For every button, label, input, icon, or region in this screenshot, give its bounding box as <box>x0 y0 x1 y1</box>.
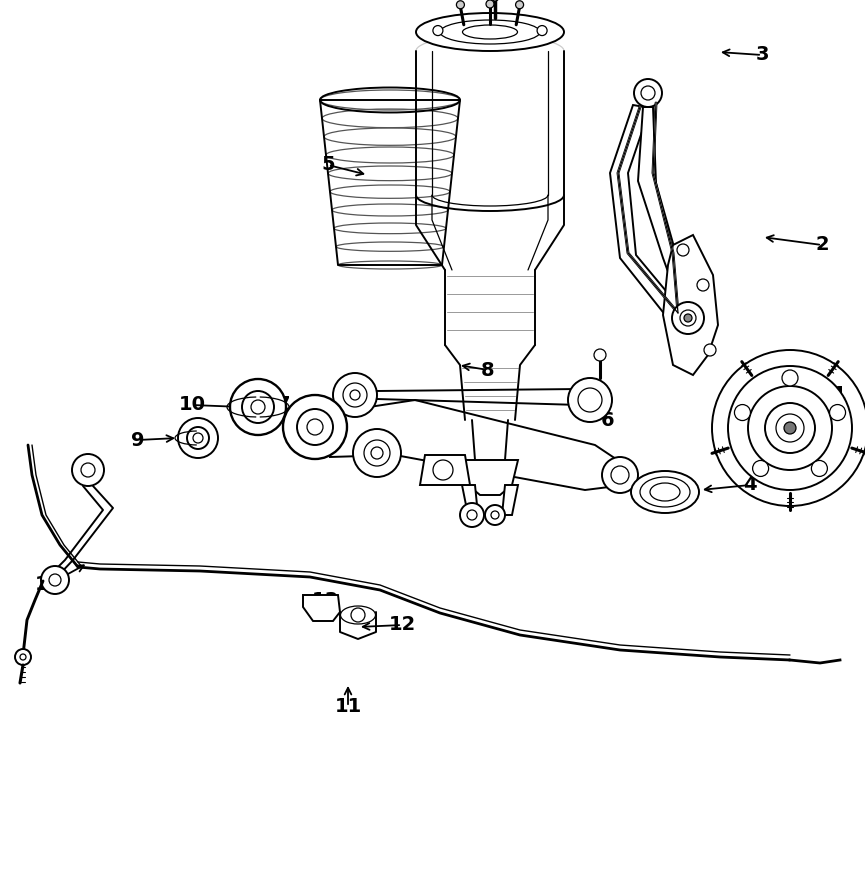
Circle shape <box>353 429 401 477</box>
Ellipse shape <box>650 483 680 501</box>
Circle shape <box>491 0 499 1</box>
Text: 6: 6 <box>601 410 615 430</box>
Circle shape <box>333 373 377 417</box>
Circle shape <box>677 244 689 256</box>
Circle shape <box>765 403 815 453</box>
Text: 7: 7 <box>276 396 290 415</box>
Circle shape <box>704 344 716 356</box>
Text: 2: 2 <box>815 235 829 255</box>
Circle shape <box>343 383 367 407</box>
Ellipse shape <box>631 471 699 513</box>
Text: 12: 12 <box>388 615 415 634</box>
Circle shape <box>782 370 798 386</box>
Circle shape <box>457 1 465 9</box>
Circle shape <box>178 418 218 458</box>
Circle shape <box>351 608 365 622</box>
Circle shape <box>680 310 696 326</box>
Circle shape <box>811 460 828 477</box>
Text: 10: 10 <box>178 396 206 415</box>
Circle shape <box>433 460 453 480</box>
Circle shape <box>187 427 209 449</box>
Text: 3: 3 <box>755 46 769 65</box>
Circle shape <box>15 649 31 665</box>
Circle shape <box>307 419 323 435</box>
Circle shape <box>485 505 505 525</box>
Circle shape <box>712 350 865 506</box>
Polygon shape <box>610 105 686 321</box>
Circle shape <box>697 279 709 291</box>
Circle shape <box>784 422 796 434</box>
Circle shape <box>251 400 265 414</box>
Circle shape <box>641 86 655 100</box>
Circle shape <box>486 0 494 8</box>
Circle shape <box>684 314 692 322</box>
Circle shape <box>753 460 769 477</box>
Ellipse shape <box>416 13 564 51</box>
Circle shape <box>734 404 751 421</box>
Text: 8: 8 <box>481 360 495 380</box>
Circle shape <box>283 395 347 459</box>
Circle shape <box>568 378 612 422</box>
Text: 11: 11 <box>335 697 362 717</box>
Circle shape <box>516 1 523 9</box>
Circle shape <box>230 379 286 435</box>
Circle shape <box>81 463 95 477</box>
Circle shape <box>830 404 846 421</box>
Polygon shape <box>663 235 718 375</box>
Polygon shape <box>420 455 470 485</box>
Ellipse shape <box>640 477 690 507</box>
Text: 9: 9 <box>131 430 144 450</box>
Ellipse shape <box>463 25 517 39</box>
Polygon shape <box>638 107 703 321</box>
Polygon shape <box>462 460 518 495</box>
Circle shape <box>364 440 390 466</box>
Circle shape <box>602 457 638 493</box>
Circle shape <box>594 349 606 361</box>
Circle shape <box>72 454 104 486</box>
Circle shape <box>611 466 629 484</box>
Polygon shape <box>303 595 340 621</box>
Circle shape <box>242 391 274 423</box>
Ellipse shape <box>341 606 375 624</box>
Polygon shape <box>330 400 625 490</box>
Circle shape <box>537 25 547 36</box>
Text: 14: 14 <box>35 576 61 594</box>
Circle shape <box>297 409 333 445</box>
Circle shape <box>20 654 26 660</box>
Circle shape <box>578 388 602 412</box>
Text: 1: 1 <box>833 386 847 404</box>
Circle shape <box>49 574 61 586</box>
Circle shape <box>728 366 852 490</box>
Ellipse shape <box>440 20 540 44</box>
Circle shape <box>776 414 804 442</box>
Circle shape <box>193 433 203 443</box>
Circle shape <box>491 511 499 519</box>
Circle shape <box>672 302 704 334</box>
Circle shape <box>748 386 832 470</box>
Circle shape <box>432 25 443 36</box>
Circle shape <box>371 447 383 459</box>
Circle shape <box>634 79 662 107</box>
Text: 5: 5 <box>321 156 335 174</box>
Polygon shape <box>502 485 518 515</box>
Circle shape <box>350 390 360 400</box>
Polygon shape <box>462 485 478 515</box>
Circle shape <box>460 503 484 527</box>
Circle shape <box>467 510 477 520</box>
Circle shape <box>41 566 69 594</box>
Text: 13: 13 <box>311 591 338 610</box>
Text: 4: 4 <box>743 475 757 494</box>
